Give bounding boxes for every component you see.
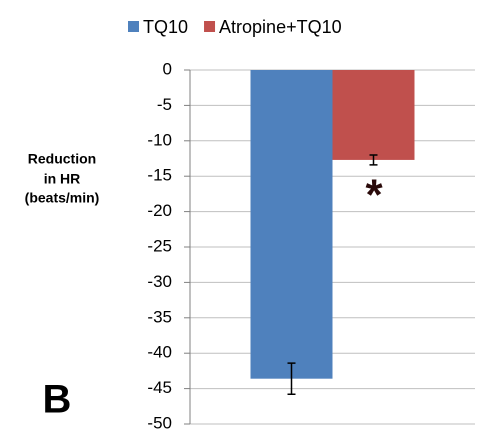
legend-label: TQ10: [143, 17, 188, 37]
legend-label: Atropine+TQ10: [219, 17, 342, 37]
legend-swatch: [204, 21, 216, 32]
y-tick-label: -5: [157, 95, 172, 114]
legend-swatch: [128, 21, 139, 32]
y-tick-label: -10: [147, 130, 172, 149]
y-tick-label: -30: [147, 272, 172, 291]
y-axis-label: Reduction: [28, 151, 96, 167]
y-tick-label: -35: [147, 307, 172, 326]
bar: [250, 70, 333, 379]
y-tick-label: -15: [147, 166, 172, 185]
error-bar: [369, 154, 378, 166]
y-axis-label: in HR: [44, 171, 81, 187]
bar: [332, 70, 415, 160]
error-bar: [287, 362, 296, 396]
y-tick-label: -45: [147, 378, 172, 397]
y-tick-label: -25: [147, 236, 172, 255]
y-tick-label: 0: [163, 59, 172, 78]
y-tick-label: -40: [147, 343, 172, 362]
y-tick-label: -20: [147, 201, 172, 220]
y-axis-label: (beats/min): [25, 190, 100, 206]
y-tick-label: -50: [147, 413, 172, 432]
significance-marker: *: [365, 171, 383, 220]
panel-label: B: [43, 378, 72, 422]
